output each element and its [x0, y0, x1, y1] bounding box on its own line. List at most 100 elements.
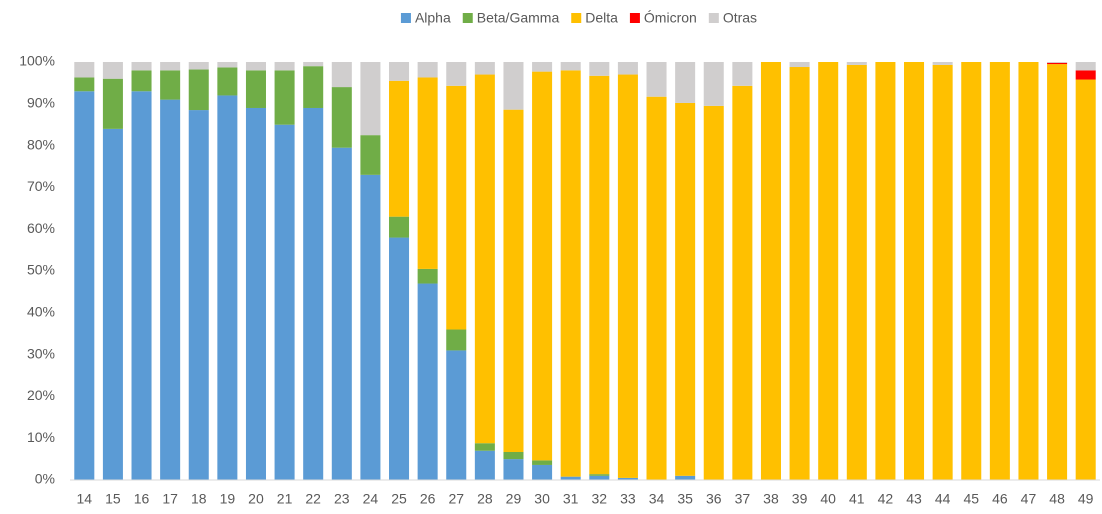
x-tick-label: 31	[563, 491, 579, 507]
bar-segment	[131, 70, 152, 92]
legend-label: Beta/Gamma	[477, 10, 560, 26]
bar-segment	[503, 109, 524, 452]
bar-segment	[102, 78, 123, 129]
legend-label: Delta	[585, 10, 618, 26]
bar-segment	[274, 124, 295, 480]
bar-segment	[245, 62, 266, 71]
bar-segment	[818, 62, 839, 480]
bar-segment	[560, 70, 581, 477]
bar-segment	[560, 476, 581, 480]
x-tick-label: 29	[506, 491, 522, 507]
bar-segment	[1075, 70, 1096, 80]
bar-segment	[560, 62, 581, 71]
bar-segment	[617, 477, 638, 480]
bar-segment	[274, 62, 295, 71]
x-tick-label: 35	[677, 491, 693, 507]
bar-segment	[846, 64, 867, 481]
bar-segment	[932, 64, 953, 481]
bar-segment	[1047, 64, 1068, 480]
bar-segment	[532, 464, 553, 480]
y-tick-label: 90%	[27, 95, 55, 111]
bar-segment	[417, 62, 438, 78]
bar-segment	[474, 74, 495, 444]
bar-segment	[331, 62, 352, 88]
bar-segment	[1075, 62, 1096, 71]
x-tick-label: 41	[849, 491, 865, 507]
x-tick-label: 16	[134, 491, 150, 507]
bar-segment	[217, 67, 238, 96]
bar-segment	[1047, 62, 1068, 65]
bar-segment	[446, 85, 467, 330]
bar-segment	[446, 62, 467, 86]
bar-segment	[360, 62, 381, 136]
y-tick-label: 50%	[27, 262, 55, 278]
bar-segment	[675, 102, 696, 476]
x-tick-label: 33	[620, 491, 636, 507]
bar-segment	[1047, 62, 1068, 63]
x-tick-label: 46	[992, 491, 1008, 507]
y-tick-label: 60%	[27, 220, 55, 236]
x-tick-label: 45	[963, 491, 979, 507]
bar-segment	[1018, 62, 1039, 480]
x-tick-label: 22	[305, 491, 321, 507]
bar-segment	[160, 62, 181, 71]
bar-segment	[961, 62, 982, 480]
bar-segment	[160, 99, 181, 481]
bar-segment	[846, 62, 867, 65]
bar-segment	[789, 62, 810, 68]
bar-segment	[646, 96, 667, 480]
x-tick-label: 14	[77, 491, 93, 507]
bar-segment	[503, 62, 524, 110]
x-tick-label: 43	[906, 491, 922, 507]
x-tick-label: 49	[1078, 491, 1094, 507]
y-tick-label: 30%	[27, 345, 55, 361]
bar-segment	[303, 107, 324, 480]
bar-segment	[360, 174, 381, 481]
x-tick-label: 37	[735, 491, 751, 507]
x-tick-label: 17	[162, 491, 178, 507]
bar-segment	[446, 329, 467, 351]
bar-segment	[989, 62, 1010, 480]
legend-swatch	[629, 13, 640, 23]
x-tick-label: 30	[534, 491, 550, 507]
bar-segment	[303, 66, 324, 108]
bar-segment	[589, 75, 610, 475]
x-tick-label: 24	[363, 491, 379, 507]
bar-segment	[589, 475, 610, 480]
bar-segment	[1075, 79, 1096, 480]
y-tick-label: 20%	[27, 387, 55, 403]
x-tick-label: 42	[878, 491, 894, 507]
bar-segment	[131, 91, 152, 480]
legend-swatch	[708, 13, 719, 23]
bar-segment	[703, 105, 724, 480]
bar-segment	[474, 443, 495, 451]
x-tick-label: 18	[191, 491, 207, 507]
bar-segment	[474, 62, 495, 75]
bar-segment	[875, 62, 896, 480]
x-tick-label: 34	[649, 491, 665, 507]
bar-segment	[617, 62, 638, 75]
x-tick-label: 44	[935, 491, 951, 507]
x-tick-label: 20	[248, 491, 264, 507]
bar-segment	[932, 62, 953, 65]
x-tick-label: 48	[1049, 491, 1065, 507]
y-tick-label: 70%	[27, 178, 55, 194]
x-tick-label: 25	[391, 491, 407, 507]
bar-segment	[417, 283, 438, 480]
bar-segment	[131, 62, 152, 71]
bar-segment	[188, 62, 209, 70]
y-tick-label: 40%	[27, 304, 55, 320]
bar-segment	[360, 135, 381, 175]
legend-label: Otras	[723, 10, 757, 26]
bar-segment	[188, 110, 209, 480]
bar-segment	[732, 85, 753, 481]
bar-segment	[389, 237, 410, 480]
x-tick-label: 39	[792, 491, 808, 507]
bar-segment	[188, 69, 209, 111]
bar-segment	[389, 80, 410, 217]
bar-segment	[617, 74, 638, 478]
x-tick-label: 47	[1021, 491, 1037, 507]
bar-segment	[245, 107, 266, 480]
bar-segment	[331, 87, 352, 148]
bar-segment	[74, 91, 95, 480]
